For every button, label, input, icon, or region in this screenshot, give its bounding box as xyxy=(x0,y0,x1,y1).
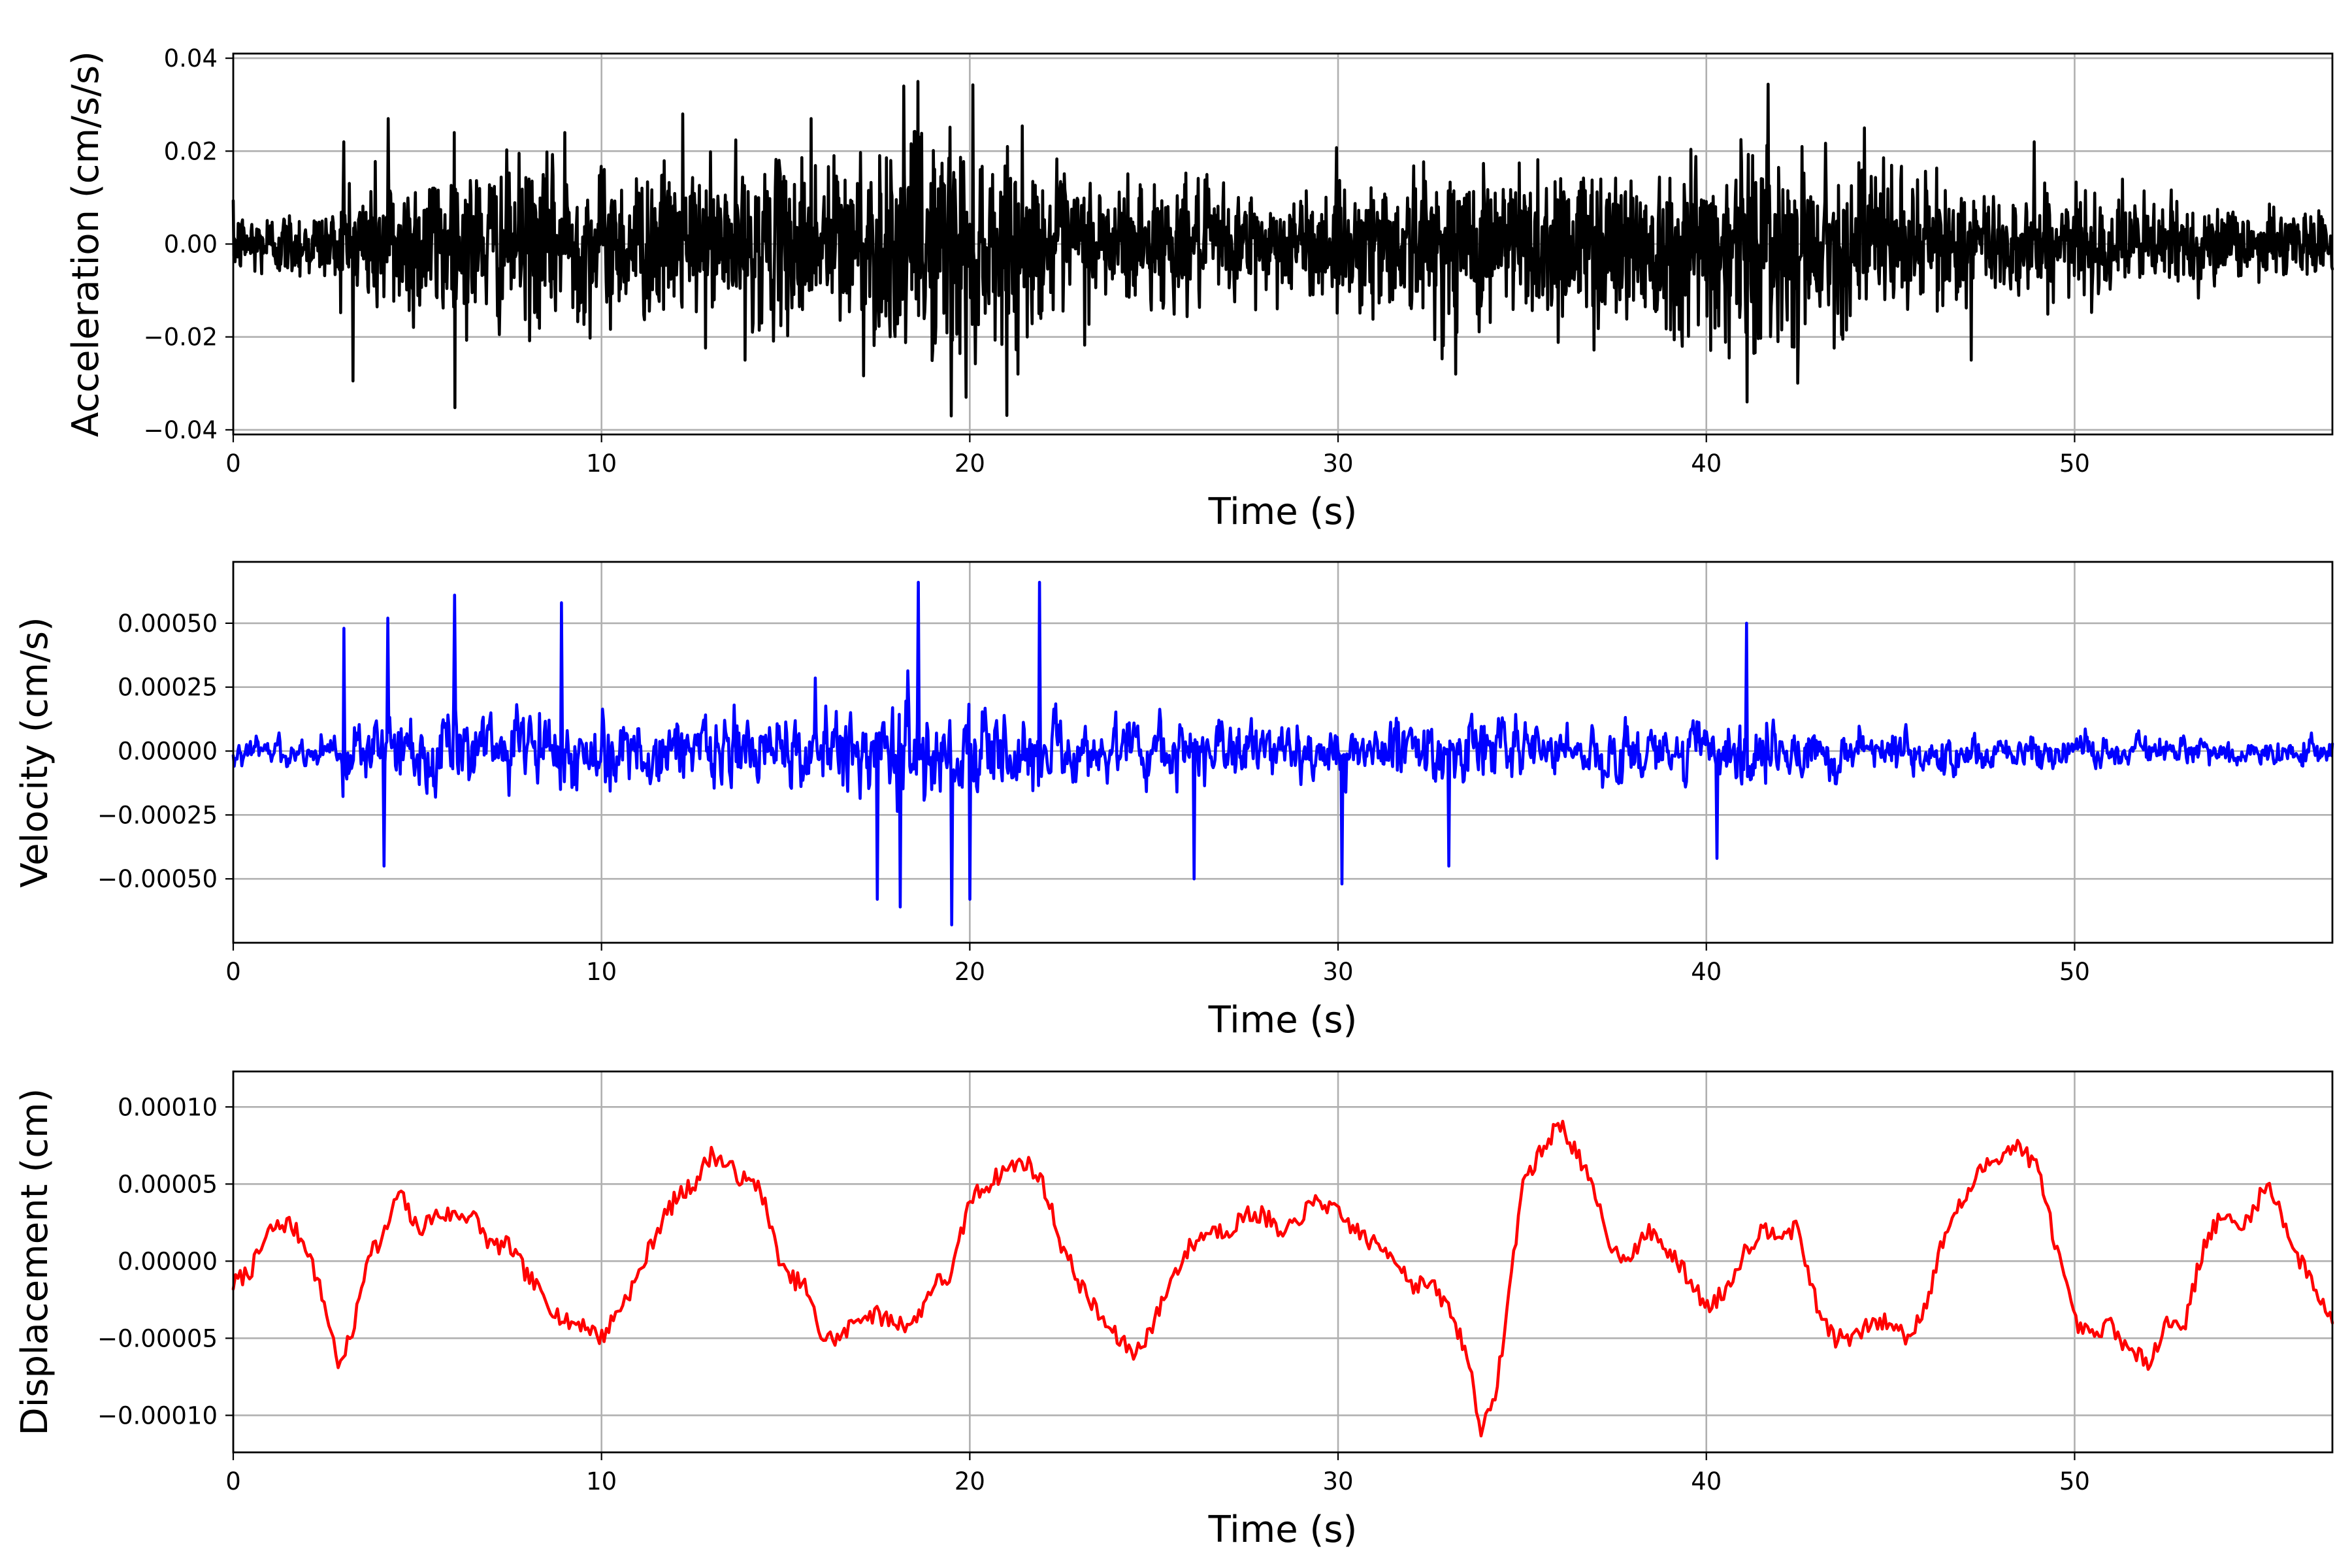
displacement-x-tick-label: 10 xyxy=(586,1467,617,1495)
velocity-x-tick-label: 0 xyxy=(225,958,241,986)
acceleration-x-tick-label: 50 xyxy=(2059,449,2090,478)
velocity-y-tick-label: −0.00025 xyxy=(97,801,218,829)
velocity-x-tick-label: 40 xyxy=(1691,958,1722,986)
displacement-x-tick-label: 30 xyxy=(1323,1467,1354,1495)
acceleration-y-tick-label: 0.04 xyxy=(164,44,218,73)
acceleration-ticks: 0 10 20 30 40 50 0.04 0.02 0.00 −0.02 −0.04 xyxy=(144,44,2090,478)
velocity-x-tick-label: 10 xyxy=(586,958,617,986)
displacement-x-tick-label: 20 xyxy=(955,1467,985,1495)
velocity-x-tick-label: 50 xyxy=(2059,958,2090,986)
acceleration-x-tick-label: 20 xyxy=(955,449,985,478)
acceleration-y-tick-label: −0.02 xyxy=(144,323,218,351)
velocity-ticks: 0 10 20 30 40 50 0.00050 0.00025 0.00000 −0.00025… xyxy=(97,610,2090,986)
displacement-grid xyxy=(232,1071,2332,1452)
displacement-y-tick-label: −0.00010 xyxy=(97,1401,218,1429)
velocity-y-tick-label: 0.00000 xyxy=(118,738,218,766)
displacement-series-line xyxy=(231,1119,2334,1438)
velocity-x-axis-label: Time (s) xyxy=(1208,999,1358,1041)
displacement-x-tick-label: 40 xyxy=(1691,1467,1722,1495)
acceleration-y-tick-label: −0.04 xyxy=(144,416,218,444)
acceleration-x-tick-label: 40 xyxy=(1691,449,1722,478)
displacement-ticks: 0 10 20 30 40 50 0.00010 0.00005 0.00000 −0.00005… xyxy=(97,1093,2090,1495)
velocity-series-line xyxy=(231,581,2334,926)
velocity-axes-frame xyxy=(232,561,2334,944)
displacement-x-tick-label: 0 xyxy=(225,1467,241,1495)
acceleration-y-tick-label: 0.00 xyxy=(164,231,218,259)
displacement-axes-frame xyxy=(232,1070,2334,1454)
velocity-y-axis-label: Velocity (cm/s) xyxy=(14,617,56,888)
displacement-panel: 0 10 20 30 40 50 0.00010 0.00005 0.00000 −0.00005… xyxy=(14,1070,2334,1551)
acceleration-x-tick-label: 10 xyxy=(586,449,617,478)
velocity-y-tick-label: 0.00025 xyxy=(118,674,218,702)
velocity-y-tick-label: −0.00050 xyxy=(97,865,218,893)
displacement-x-axis-label: Time (s) xyxy=(1208,1509,1358,1551)
acceleration-x-tick-label: 30 xyxy=(1323,449,1354,478)
displacement-y-tick-label: −0.00005 xyxy=(97,1324,218,1352)
acceleration-series-line xyxy=(231,80,2334,417)
acceleration-y-axis-label: Acceleration (cm/s/s) xyxy=(65,51,107,437)
displacement-y-tick-label: 0.00005 xyxy=(118,1170,218,1198)
displacement-x-tick-label: 50 xyxy=(2059,1467,2090,1495)
acceleration-x-tick-label: 0 xyxy=(225,449,241,478)
displacement-y-axis-label: Displacement (cm) xyxy=(14,1088,56,1436)
velocity-x-tick-label: 20 xyxy=(955,958,985,986)
acceleration-x-axis-label: Time (s) xyxy=(1208,491,1358,533)
displacement-y-tick-label: 0.00010 xyxy=(118,1093,218,1121)
velocity-y-tick-label: 0.00050 xyxy=(118,610,218,638)
velocity-panel: 0 10 20 30 40 50 0.00050 0.00025 0.00000 −0.00025… xyxy=(14,561,2334,1041)
velocity-x-tick-label: 30 xyxy=(1323,958,1354,986)
acceleration-y-tick-label: 0.02 xyxy=(164,137,218,165)
displacement-y-tick-label: 0.00000 xyxy=(118,1247,218,1275)
acceleration-panel: 0 10 20 30 40 50 0.04 0.02 0.00 −0.02 −0.04 Time (… xyxy=(65,44,2334,533)
